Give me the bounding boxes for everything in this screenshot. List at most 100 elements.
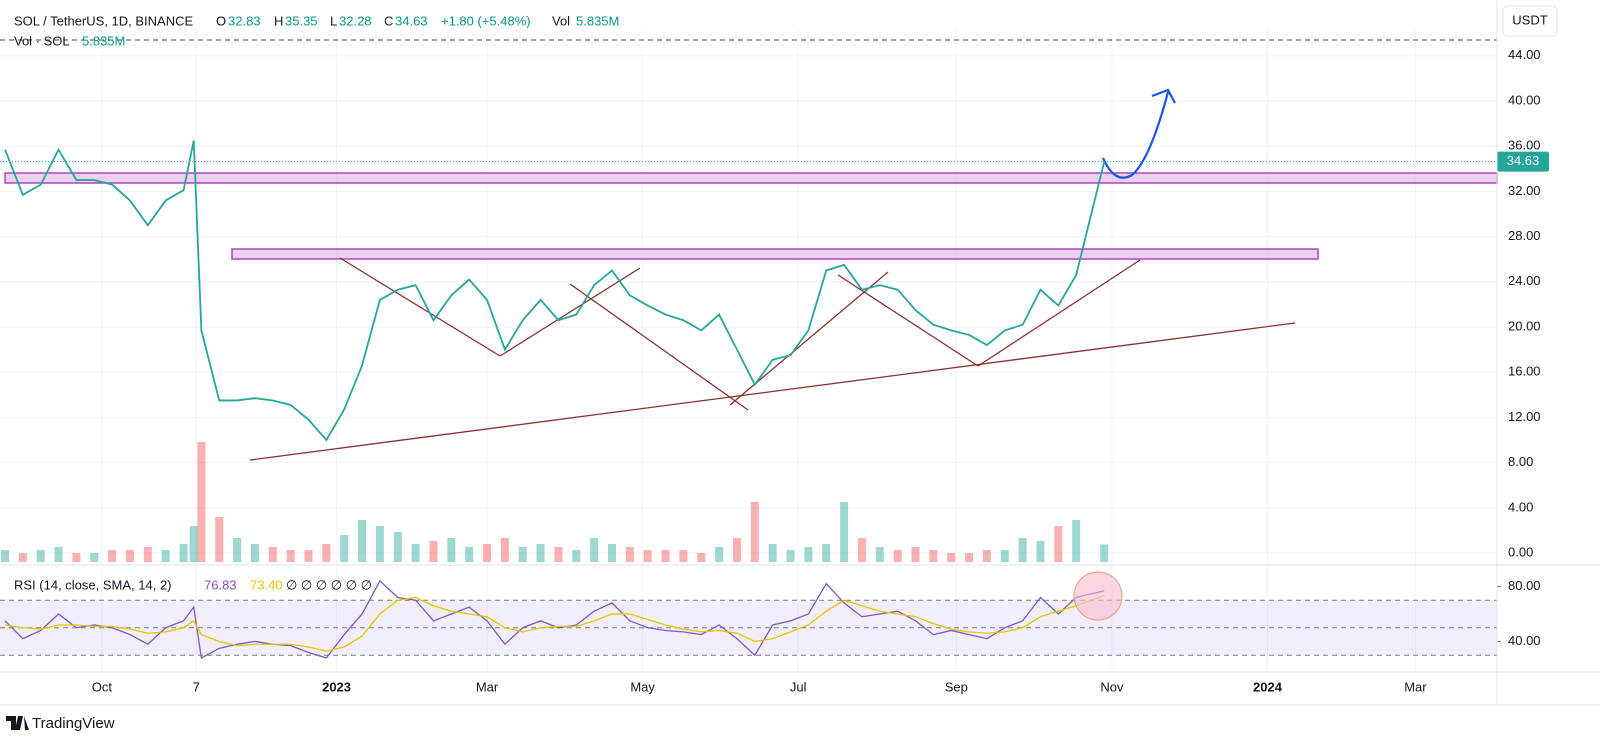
y-tick-label: 32.00 (1508, 183, 1541, 198)
x-tick-label: Nov (1100, 679, 1124, 694)
brand-logo (6, 716, 29, 730)
volume-bar (358, 520, 367, 562)
y-tick-label: 36.00 (1508, 138, 1541, 153)
volume-bar (54, 547, 63, 562)
rsi-extra: ∅ ∅ ∅ ∅ ∅ ∅ (286, 577, 372, 592)
last-price-label: 34.63 (1507, 153, 1540, 168)
volume-bar (929, 550, 938, 562)
resistance-zone (4, 172, 1498, 184)
plot: 34.63 (0, 140, 1549, 659)
volume-bar (893, 550, 902, 562)
volume-bar (72, 553, 81, 562)
brand: TradingView (32, 715, 115, 732)
volume-bar (268, 547, 277, 562)
volume-bar (393, 532, 402, 562)
volume-bar (161, 550, 170, 562)
volume-bar (36, 550, 45, 562)
volume-bar (608, 544, 617, 562)
x-tick-label: Oct (92, 679, 113, 694)
currency-button-label[interactable]: USDT (1512, 12, 1547, 27)
ohlc-label: C (384, 13, 393, 28)
volume-bar (233, 538, 242, 562)
projection-arrow (1101, 88, 1176, 179)
volume-bar (197, 442, 206, 562)
volume-bar (500, 538, 509, 562)
volume-bar (1100, 544, 1109, 562)
x-tick-label: Mar (476, 679, 499, 694)
y-tick-label: 12.00 (1508, 409, 1541, 424)
volume-bar (679, 550, 688, 562)
vol-value: 5.835M (576, 13, 619, 28)
x-tick-label: May (630, 679, 655, 694)
x-tick-label: Sep (945, 679, 968, 694)
volume-bar (125, 550, 134, 562)
ohlc-value: 32.83 (228, 13, 261, 28)
volume-bar (322, 544, 331, 562)
volume-bar (625, 547, 634, 562)
volume-bar (1054, 526, 1063, 562)
volume-bar (732, 538, 741, 562)
currency-button[interactable] (1502, 5, 1558, 37)
x-tick-label: Jul (790, 679, 807, 694)
volume-bar (429, 541, 438, 562)
volume-bar (108, 550, 117, 562)
volume-bar (1072, 520, 1081, 562)
x-tick-label: Mar (1404, 679, 1427, 694)
ohlc-label: O (216, 13, 226, 28)
rsi-sma-line (4, 594, 1105, 652)
rsi-tick-label: 80.00 (1508, 578, 1541, 593)
volume-bar (947, 553, 956, 562)
ohlc-value: 32.28 (339, 13, 372, 28)
highlight-circle (1073, 571, 1123, 621)
y-tick-label: 4.00 (1508, 499, 1533, 514)
volume-bar (179, 544, 188, 562)
y-tick-label: 24.00 (1508, 273, 1541, 288)
vol-label: Vol (552, 13, 570, 28)
volume-bar (590, 538, 599, 562)
volume-bar (804, 547, 813, 562)
x-tick-label: 2024 (1253, 679, 1283, 694)
volume-bar (786, 550, 795, 562)
x-tick-label: 2023 (322, 679, 351, 694)
rsi-label: RSI (14, close, SMA, 14, 2) (14, 577, 172, 592)
volume-bar (1, 550, 9, 562)
rsi-sma-value: 73.40 (250, 577, 283, 592)
volume-bar (518, 547, 527, 562)
ohlc-label: H (274, 13, 283, 28)
volume-bar (90, 553, 99, 562)
volume-bar (375, 526, 384, 562)
volume-bar (447, 538, 456, 562)
volume-bar (911, 547, 920, 562)
volume-bar (572, 550, 581, 562)
volume-bar (840, 502, 849, 562)
volume-bar (304, 550, 313, 562)
volume-bar (189, 526, 198, 562)
y-tick-label: 8.00 (1508, 454, 1533, 469)
change: +1.80 (+5.48%) (441, 13, 531, 28)
rsi-tick-label: 40.00 (1508, 633, 1541, 648)
y-tick-label: 16.00 (1508, 364, 1541, 379)
last-price-tag (1497, 151, 1549, 172)
volume-bar (465, 547, 474, 562)
vol-series-label: Vol · SOL (14, 33, 70, 48)
volume-bar (340, 535, 349, 562)
volume-bar (1018, 538, 1027, 562)
ohlc-label: L (330, 13, 337, 28)
ohlc-value: 34.63 (395, 13, 428, 28)
vol-series-value: 5.835M (82, 33, 125, 48)
volume-bar (965, 553, 974, 562)
volume-bar (411, 544, 420, 562)
volume-bar (1000, 550, 1009, 562)
y-tick-label: 0.00 (1508, 544, 1533, 559)
volume-bar (483, 544, 492, 562)
y-tick-label: 28.00 (1508, 228, 1541, 243)
volume-bar (982, 550, 991, 562)
symbol: SOL / TetherUS, 1D, BINANCE (14, 13, 194, 28)
rsi-line (4, 579, 1105, 659)
ohlc-value: 35.35 (285, 13, 318, 28)
volume-bar (554, 547, 563, 562)
volume-bar (768, 544, 777, 562)
volume-bar (697, 553, 706, 562)
rsi-value: 76.83 (204, 577, 237, 592)
